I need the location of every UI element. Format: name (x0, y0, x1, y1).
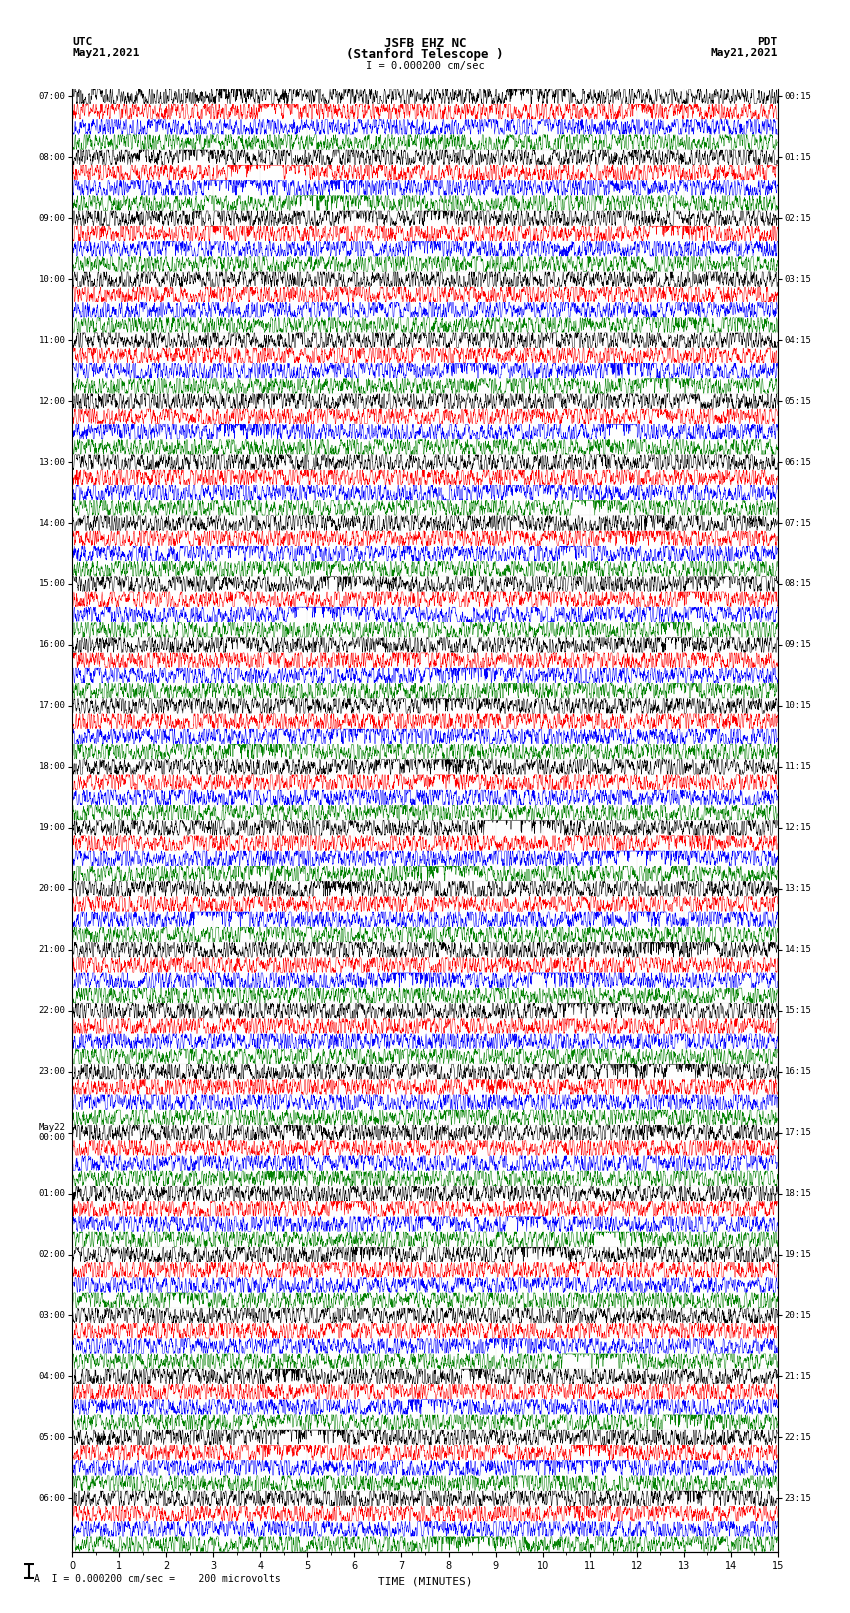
Text: UTC: UTC (72, 37, 93, 47)
Text: A  I = 0.000200 cm/sec =    200 microvolts: A I = 0.000200 cm/sec = 200 microvolts (34, 1574, 280, 1584)
Text: May21,2021: May21,2021 (72, 48, 139, 58)
Text: May21,2021: May21,2021 (711, 48, 778, 58)
Text: I = 0.000200 cm/sec: I = 0.000200 cm/sec (366, 61, 484, 71)
Text: JSFB EHZ NC: JSFB EHZ NC (383, 37, 467, 50)
Text: (Stanford Telescope ): (Stanford Telescope ) (346, 48, 504, 61)
Text: PDT: PDT (757, 37, 778, 47)
X-axis label: TIME (MINUTES): TIME (MINUTES) (377, 1578, 473, 1587)
